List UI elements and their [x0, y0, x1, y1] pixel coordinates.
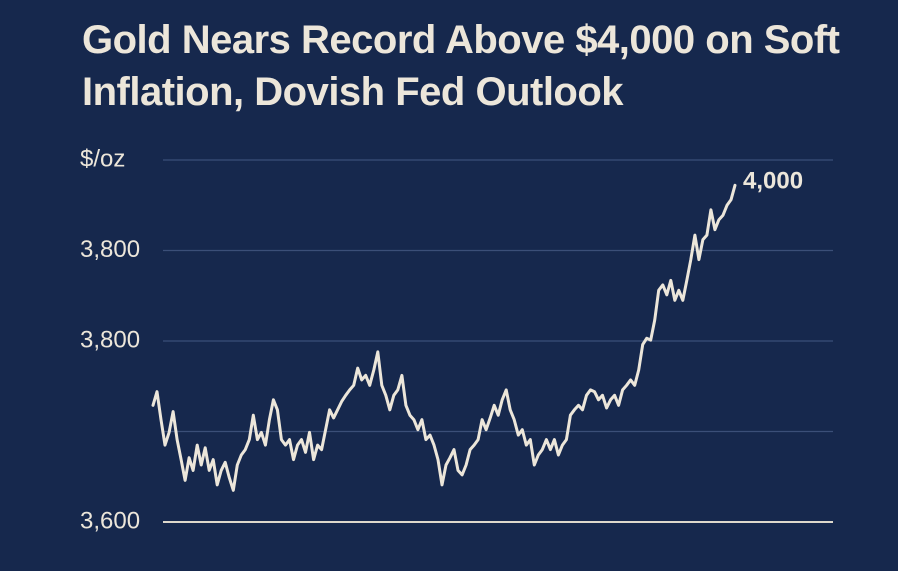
price-line [151, 183, 737, 492]
chart-title: Gold Nears Record Above $4,000 on Soft I… [82, 18, 840, 114]
y-tick-label: 3,800 [80, 236, 140, 263]
end-annotation: 4,000 [743, 168, 803, 195]
y-tick-label: 3,600 [80, 507, 140, 534]
y-tick-label: 3,800 [80, 326, 140, 353]
y-axis-label: $/oz [80, 145, 125, 172]
